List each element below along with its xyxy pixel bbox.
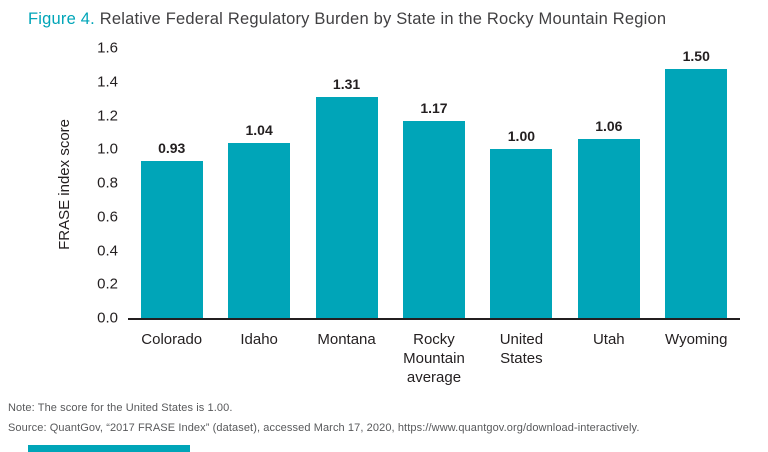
x-category-label: Utah <box>592 331 625 348</box>
note-text: Note: The score for the United States is… <box>8 402 233 414</box>
bar-group: 1.31 <box>303 48 390 318</box>
bar-group: 1.04 <box>215 48 302 318</box>
bar <box>665 69 728 318</box>
y-tick-label: 0.2 <box>97 275 118 293</box>
y-axis-title: FRASE index score <box>56 48 73 320</box>
y-tick-label: 0.8 <box>97 174 118 192</box>
bars-container: 0.93 1.04 1.31 1.17 1.00 1.06 1.50 <box>128 48 740 318</box>
y-tick-label: 1.0 <box>97 140 118 158</box>
bar-group: 1.06 <box>565 48 652 318</box>
y-tick-label: 1.6 <box>97 39 118 57</box>
y-tick-label: 0.4 <box>97 242 118 259</box>
bar-value-label: 1.00 <box>507 128 536 145</box>
bar-group: 1.00 <box>478 48 565 318</box>
bar-value-label: 1.50 <box>682 48 710 64</box>
y-axis-title-text: FRASE index score <box>56 118 73 250</box>
x-category-label: Montana <box>317 331 376 348</box>
bar-value-label: 1.06 <box>595 118 623 135</box>
figure-number-label: Figure 4. <box>28 10 95 28</box>
bar <box>315 96 378 318</box>
y-tick-label: 1.2 <box>97 107 118 124</box>
bar <box>490 149 553 318</box>
bar-group: 1.17 <box>390 48 477 318</box>
y-tick-label: 1.4 <box>97 73 118 91</box>
bar-group: 0.93 <box>128 48 215 318</box>
figure-title: Figure 4. Relative Federal Regulatory Bu… <box>28 10 666 29</box>
plot-area: 0.0 0.2 0.4 0.6 0.8 1.0 1.2 1.4 1.6 0.93 1.04 1.31… <box>97 40 740 327</box>
bar <box>577 139 640 318</box>
y-tick-label: 0.6 <box>97 208 118 226</box>
bar-value-label: 1.31 <box>332 75 361 92</box>
figure-title-text: Relative Federal Regulatory Burden by St… <box>94 10 667 28</box>
x-category-label: United States <box>499 331 544 367</box>
y-axis-ticks: 0.0 0.2 0.4 0.6 0.8 1.0 1.2 1.4 1.6 <box>74 40 118 327</box>
source-text: Source: QuantGov, “2017 FRASE Index” (da… <box>8 422 640 434</box>
bar <box>140 161 203 318</box>
bar-value-label: 0.93 <box>158 140 186 157</box>
x-axis-labels: Colorado Idaho Montana Rocky Mountain average… <box>128 330 740 387</box>
x-category-label: Wyoming <box>665 331 728 348</box>
bar-group: 1.50 <box>653 48 740 318</box>
x-category-label: Colorado <box>141 331 203 348</box>
footer-accent-bar <box>28 445 190 452</box>
bar-value-label: 1.04 <box>245 121 273 138</box>
bar <box>228 142 291 318</box>
bar <box>402 120 465 318</box>
x-category-label: Idaho <box>240 331 278 348</box>
y-tick-label: 0.0 <box>97 309 118 327</box>
bar-value-label: 1.17 <box>420 99 448 116</box>
x-category-label: Rocky Mountain average <box>403 331 465 386</box>
